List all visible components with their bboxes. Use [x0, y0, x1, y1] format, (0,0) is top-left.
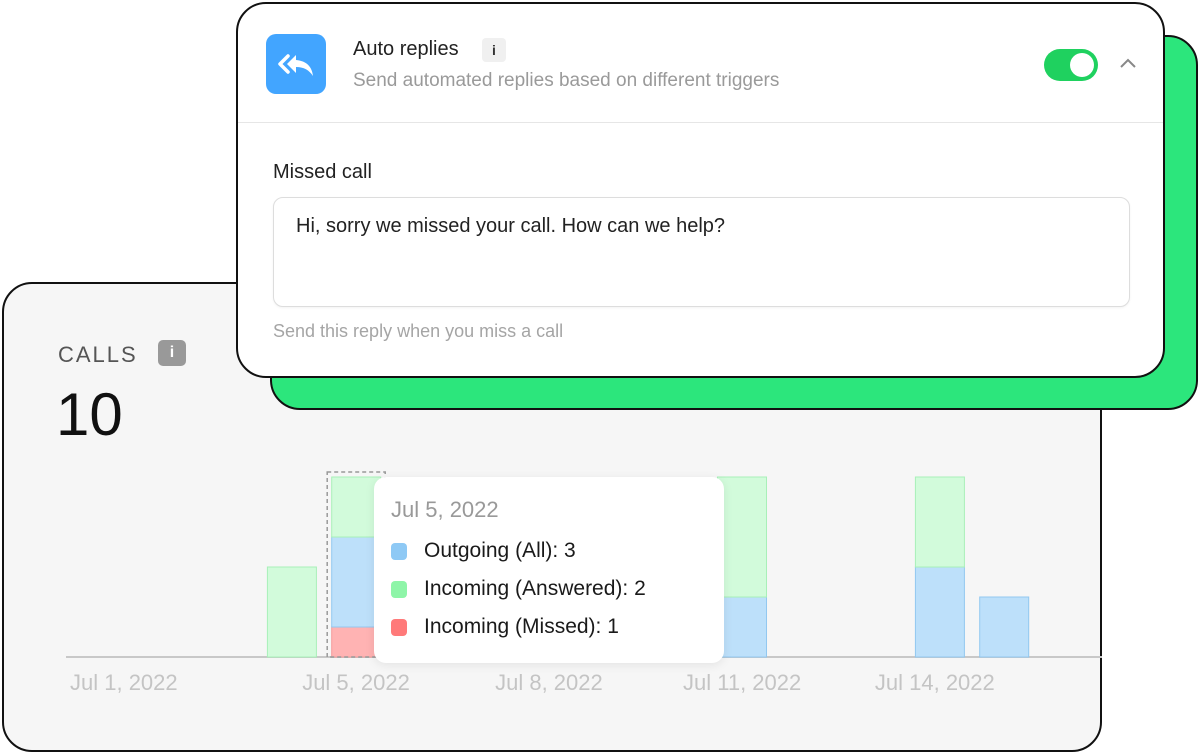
bar-outgoing-all--jul-15[interactable]	[979, 596, 1030, 658]
legend-swatch	[391, 580, 407, 598]
reply-all-icon	[266, 34, 326, 94]
x-tick-label: Jul 1, 2022	[70, 670, 178, 695]
legend-swatch	[391, 542, 407, 560]
auto-replies-subtitle: Send automated replies based on differen…	[353, 70, 780, 91]
x-tick-label: Jul 11, 2022	[683, 670, 802, 695]
tooltip-label: Incoming (Missed): 1	[424, 615, 619, 638]
x-tick-label: Jul 8, 2022	[495, 670, 603, 695]
calls-label: CALLS	[58, 342, 138, 367]
auto-replies-card: Auto replies i Send automated replies ba…	[236, 2, 1165, 378]
auto-replies-toggle[interactable]	[1044, 49, 1098, 81]
tooltip-label: Incoming (Answered): 2	[424, 577, 646, 600]
x-tick-label: Jul 14, 2022	[874, 670, 995, 695]
bar-incoming-answered--jul-4[interactable]	[266, 566, 317, 658]
missed-call-helper: Send this reply when you miss a call	[273, 321, 564, 341]
missed-call-label: Missed call	[273, 161, 372, 183]
x-tick-label: Jul 5, 2022	[302, 670, 410, 695]
bar-outgoing-all--jul-14[interactable]	[914, 566, 965, 658]
divider	[238, 122, 1163, 123]
info-icon[interactable]: i	[482, 38, 506, 62]
tooltip-row-outgoing: Outgoing (All): 3	[391, 539, 576, 563]
tooltip-row-missed: Incoming (Missed): 1	[391, 615, 619, 639]
chevron-up-icon[interactable]	[1116, 52, 1140, 76]
info-icon[interactable]: i	[158, 340, 186, 366]
auto-replies-title: Auto replies	[353, 38, 459, 60]
tooltip-row-answered: Incoming (Answered): 2	[391, 577, 646, 601]
tooltip-label: Outgoing (All): 3	[424, 539, 576, 562]
bar-outgoing-all--jul-5[interactable]	[331, 536, 382, 628]
calls-total: 10	[56, 381, 123, 448]
chart-tooltip: Jul 5, 2022 Outgoing (All): 3 Incoming (…	[374, 477, 724, 663]
bar-incoming-answered--jul-14[interactable]	[914, 476, 965, 568]
tooltip-date: Jul 5, 2022	[391, 497, 499, 522]
legend-swatch	[391, 618, 407, 636]
bar-outgoing-all--jul-11[interactable]	[717, 596, 767, 658]
bar-incoming-answered--jul-11[interactable]	[717, 476, 767, 598]
bar-incoming-answered--jul-5[interactable]	[331, 476, 382, 538]
missed-call-message-input[interactable]: Hi, sorry we missed your call. How can w…	[273, 197, 1130, 307]
